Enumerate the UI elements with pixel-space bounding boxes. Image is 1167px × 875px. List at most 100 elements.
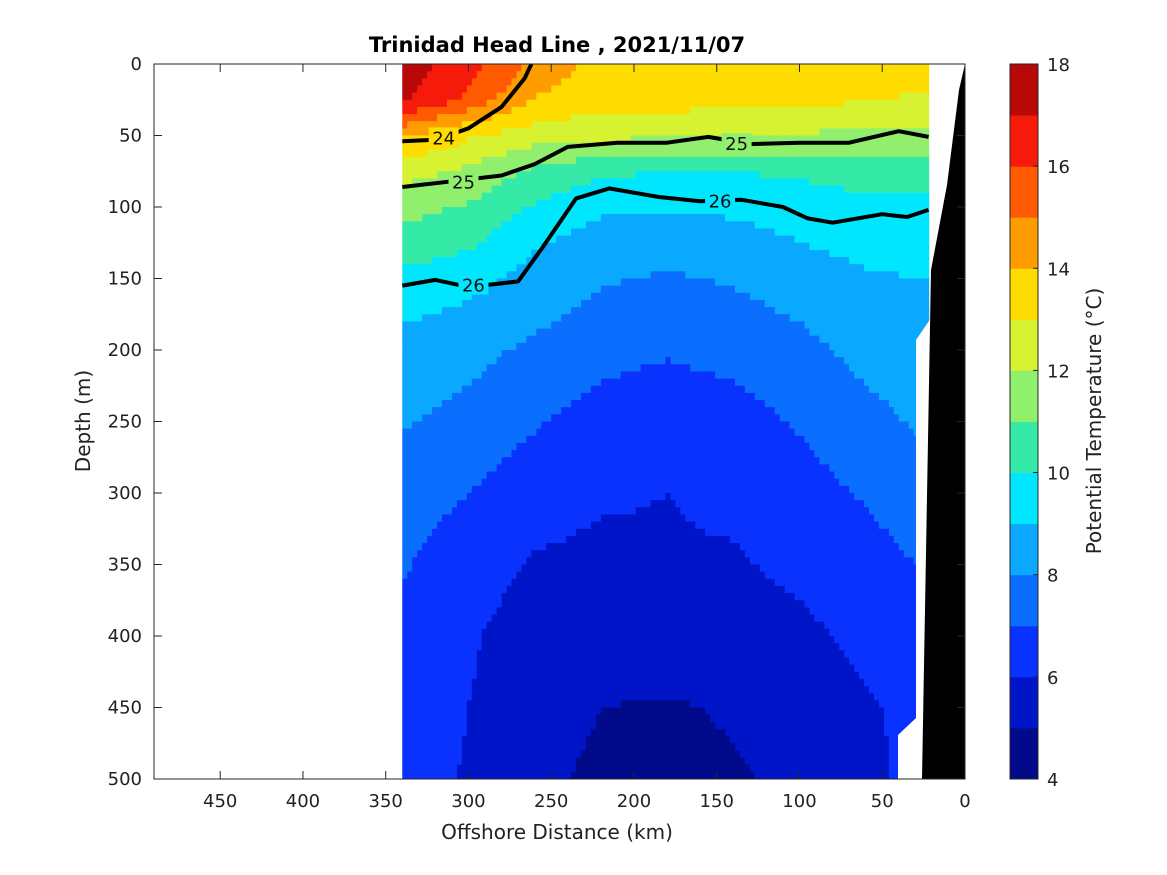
- field-cell: [903, 192, 910, 201]
- field-cell: [610, 285, 617, 294]
- field-cell: [804, 221, 811, 230]
- field-cell: [640, 164, 647, 172]
- field-cell: [873, 171, 880, 179]
- field-cell: [556, 178, 562, 187]
- field-cell: [779, 78, 786, 87]
- field-cell: [854, 271, 860, 280]
- field-cell: [784, 278, 791, 287]
- field-cell: [496, 342, 503, 351]
- field-cell: [824, 271, 830, 280]
- field-cell: [690, 92, 696, 101]
- field-cell: [496, 106, 503, 115]
- field-cell: [705, 71, 711, 79]
- field-cell: [685, 285, 691, 294]
- field-cell: [824, 178, 830, 187]
- field-cell: [422, 185, 428, 194]
- field-cell: [556, 392, 562, 401]
- field-cell: [541, 214, 547, 222]
- field-cell: [759, 207, 766, 215]
- field-cell: [412, 242, 418, 251]
- field-cell: [734, 242, 741, 251]
- field-cell: [804, 164, 811, 172]
- field-cell: [511, 357, 518, 365]
- field-cell: [665, 214, 671, 222]
- field-cell: [600, 392, 607, 401]
- field-cell: [446, 314, 453, 322]
- field-cell: [402, 285, 408, 294]
- field-cell: [551, 178, 557, 187]
- field-cell: [590, 171, 597, 179]
- field-cell: [437, 357, 443, 365]
- field-cell: [422, 335, 428, 344]
- field-cell: [600, 264, 607, 272]
- field-cell: [744, 364, 751, 373]
- field-cell: [908, 106, 915, 115]
- field-cell: [640, 64, 647, 72]
- field-cell: [729, 392, 736, 401]
- field-cell: [605, 235, 612, 244]
- field-cell: [511, 235, 518, 244]
- field-cell: [571, 64, 577, 72]
- field-cell: [461, 249, 468, 258]
- field-cell: [625, 121, 632, 129]
- field-cell: [590, 278, 597, 287]
- field-cell: [734, 214, 741, 222]
- field-cell: [754, 321, 761, 330]
- field-cell: [715, 99, 721, 108]
- field-cell: [923, 221, 930, 230]
- field-cell: [412, 314, 418, 322]
- field-cell: [779, 307, 786, 315]
- field-cell: [715, 392, 721, 401]
- field-cell: [561, 392, 567, 401]
- field-cell: [521, 257, 527, 265]
- field-cell: [759, 171, 766, 179]
- field-cell: [784, 106, 791, 115]
- field-cell: [451, 156, 458, 165]
- field-cell: [556, 156, 562, 165]
- field-cell: [590, 328, 597, 337]
- field-cell: [571, 128, 577, 137]
- field-cell: [754, 350, 761, 358]
- field-cell: [571, 335, 577, 344]
- field-cell: [461, 314, 468, 322]
- field-cell: [665, 149, 671, 158]
- field-cell: [923, 64, 930, 72]
- field-cell: [556, 121, 562, 129]
- field-cell: [511, 156, 518, 165]
- field-cell: [888, 156, 895, 165]
- field-cell: [849, 78, 855, 87]
- field-cell: [635, 207, 642, 215]
- field-cell: [531, 135, 537, 144]
- field-cell: [546, 106, 552, 115]
- field-cell: [571, 392, 577, 401]
- field-cell: [864, 235, 870, 244]
- field-cell: [794, 264, 801, 272]
- field-cell: [486, 314, 493, 322]
- field-cell: [461, 164, 468, 172]
- field-cell: [749, 78, 756, 87]
- field-cell: [784, 314, 791, 322]
- field-cell: [441, 400, 448, 408]
- field-cell: [665, 221, 671, 230]
- field-cell: [680, 228, 686, 237]
- field-cell: [541, 171, 547, 179]
- field-cell: [496, 285, 503, 294]
- field-cell: [511, 142, 518, 151]
- field-cell: [888, 207, 895, 215]
- field-cell: [640, 364, 647, 373]
- field-cell: [625, 99, 632, 108]
- field-cell: [824, 199, 830, 208]
- field-cell: [794, 228, 801, 237]
- field-cell: [645, 135, 652, 144]
- field-cell: [501, 71, 508, 79]
- field-cell: [844, 135, 850, 144]
- field-cell: [878, 64, 885, 72]
- field-cell: [595, 71, 602, 79]
- field-cell: [759, 156, 766, 165]
- field-cell: [466, 207, 473, 215]
- field-cell: [774, 71, 781, 79]
- field-cell: [576, 357, 582, 365]
- field-cell: [744, 321, 751, 330]
- field-cell: [680, 207, 686, 215]
- field-cell: [441, 385, 448, 394]
